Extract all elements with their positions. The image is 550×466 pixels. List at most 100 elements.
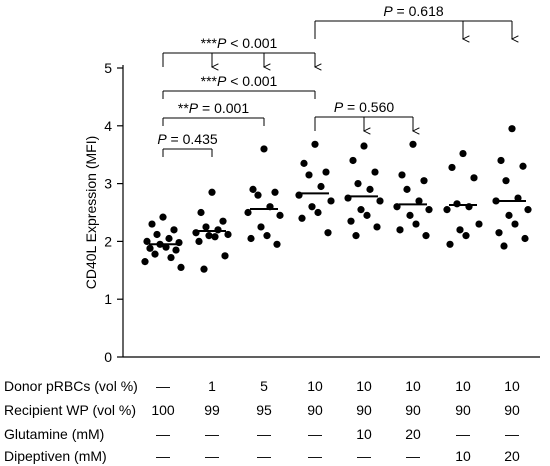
data-point	[244, 208, 252, 217]
data-point	[363, 211, 371, 219]
data-point	[148, 220, 156, 228]
data-point	[300, 159, 308, 167]
data-point	[151, 250, 159, 258]
data-point	[211, 233, 219, 241]
data-point	[456, 226, 464, 234]
table-cell: —	[308, 426, 322, 442]
data-point	[403, 185, 411, 193]
data-point	[263, 232, 271, 240]
data-point	[422, 232, 430, 240]
data-point	[347, 217, 355, 225]
data-point	[511, 220, 519, 228]
condition-table: Donor pRBCs (vol %) — 1 5 10 10 10 10 10 Recipien…	[4, 378, 520, 464]
table-cell: —	[456, 426, 470, 442]
table-cell: —	[156, 378, 170, 394]
table-cell: 10	[356, 426, 372, 442]
data-point	[505, 211, 513, 219]
data-point	[453, 200, 461, 208]
data-point	[143, 237, 151, 245]
data-point	[322, 168, 330, 176]
data-point	[425, 206, 433, 214]
data-point	[502, 177, 510, 185]
data-point	[219, 217, 227, 225]
data-point	[524, 206, 532, 214]
table-cell: —	[505, 426, 519, 442]
table-cell: —	[406, 448, 420, 464]
data-point	[448, 163, 456, 172]
data-point	[371, 168, 379, 176]
data-point	[475, 220, 483, 228]
data-point	[159, 213, 167, 221]
table-cell: 10	[455, 448, 471, 464]
data-point	[366, 185, 374, 193]
y-tick-label: 4	[104, 118, 112, 134]
data-point	[308, 203, 316, 211]
y-axis-label: CD40L Expression (MFI)	[83, 136, 99, 290]
table-row-label: Recipient WP (vol %)	[4, 402, 136, 418]
data-point	[273, 240, 281, 248]
data-point	[311, 140, 319, 148]
data-point	[360, 142, 368, 150]
data-point	[170, 226, 178, 234]
data-point	[495, 229, 503, 237]
data-point	[271, 188, 279, 196]
table-cell: 20	[504, 448, 520, 464]
data-point	[420, 177, 428, 185]
table-cell: —	[156, 426, 170, 442]
data-point	[415, 197, 423, 205]
y-tick-label: 5	[104, 60, 112, 76]
data-point	[357, 206, 365, 214]
data-point	[508, 125, 516, 133]
y-tick-label: 1	[104, 291, 112, 307]
data-point	[470, 174, 478, 182]
y-tick-label: 2	[104, 233, 112, 249]
table-cell: —	[257, 426, 271, 442]
table-cell: 20	[405, 426, 421, 442]
data-point	[305, 171, 313, 179]
table-cell: 10	[405, 378, 421, 394]
data-point	[462, 232, 470, 240]
p-value-label: P = 0.435	[157, 131, 218, 147]
table-cell: 5	[260, 378, 268, 394]
axes: 0 1 2 3 4 5 CD40L Expression (MFI)	[83, 60, 540, 365]
data-point	[521, 234, 529, 243]
data-point	[412, 220, 420, 228]
data-point	[249, 185, 257, 193]
data-point	[344, 194, 352, 202]
y-tick-label: 0	[104, 349, 112, 365]
data-point	[141, 258, 149, 266]
data-point	[247, 234, 255, 243]
data-point	[398, 171, 406, 179]
table-row-label: Glutamine (mM)	[4, 426, 104, 442]
data-point	[519, 162, 527, 170]
data-point	[197, 208, 205, 217]
data-point	[167, 253, 175, 262]
p-value-label: ***P < 0.001	[201, 35, 278, 51]
data-point	[153, 230, 161, 239]
mean-lines	[149, 192, 526, 246]
table-cell: —	[205, 426, 219, 442]
table-cell: —	[357, 448, 371, 464]
table-cell: —	[308, 448, 322, 464]
data-point	[221, 252, 229, 260]
data-point	[409, 140, 417, 148]
data-point	[177, 263, 185, 272]
data-point	[295, 191, 303, 199]
table-row-label: Dipeptiven (mM)	[4, 448, 107, 464]
table-cell: 90	[455, 402, 471, 418]
table-cell: 10	[504, 378, 520, 394]
table-cell: 10	[307, 378, 323, 394]
data-point	[260, 145, 268, 153]
table-row-label: Donor pRBCs (vol %)	[4, 378, 138, 394]
data-point	[327, 197, 335, 205]
data-point	[443, 206, 451, 214]
data-point	[208, 188, 216, 196]
data-point	[406, 211, 414, 219]
data-point	[317, 182, 325, 191]
data-point	[254, 191, 262, 199]
p-value-label: P = 0.618	[383, 3, 444, 19]
data-point	[393, 203, 401, 211]
data-point	[192, 229, 200, 237]
data-point	[195, 237, 203, 245]
table-cell: 90	[504, 402, 520, 418]
